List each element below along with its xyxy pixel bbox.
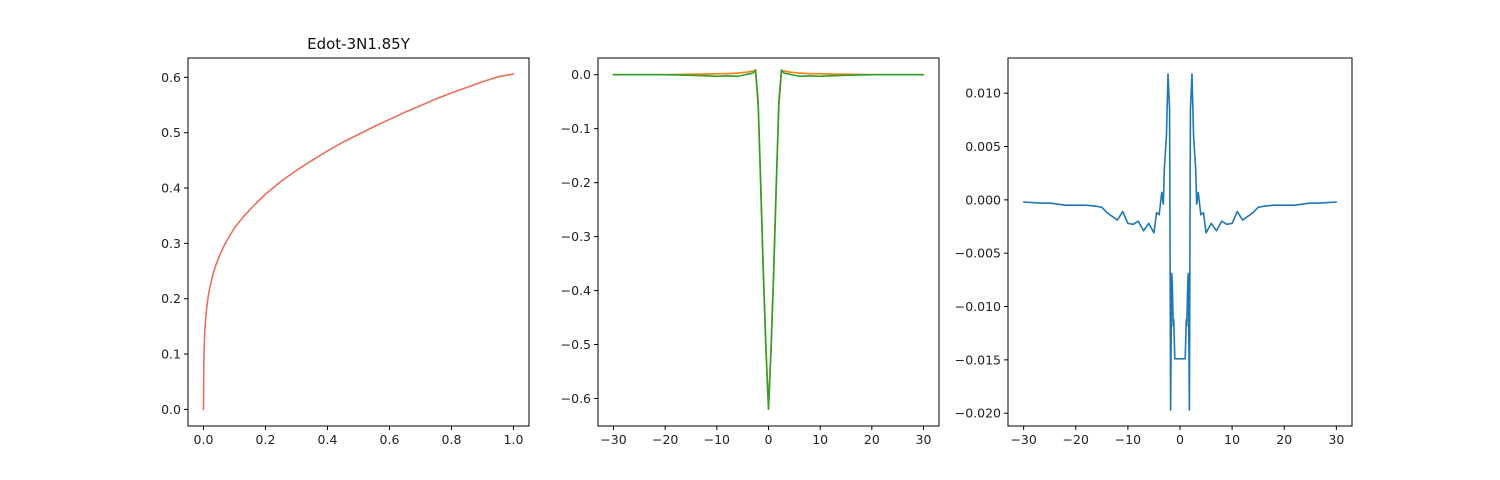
y-tick-label: 0.3 — [161, 236, 181, 251]
y-tick-label: −0.5 — [561, 337, 591, 352]
y-tick-label: 0.000 — [965, 192, 1001, 207]
x-tick-label: −30 — [600, 432, 626, 447]
x-tick-label: 30 — [1328, 432, 1344, 447]
x-tick-label: 30 — [916, 432, 932, 447]
x-tick-label: 10 — [812, 432, 828, 447]
x-tick-label: 0.2 — [256, 432, 276, 447]
x-tick-label: 0 — [1176, 432, 1184, 447]
series-line — [202, 73, 515, 411]
x-tick-label: 0 — [765, 432, 773, 447]
y-tick-label: −0.4 — [561, 283, 591, 298]
y-tick-label: 0.2 — [161, 291, 181, 306]
y-tick-label: 0.0 — [161, 402, 181, 417]
y-tick-label: 0.4 — [161, 181, 181, 196]
axes-frame — [597, 57, 940, 427]
y-tick-label: −0.2 — [561, 175, 591, 190]
series-line — [612, 70, 925, 411]
x-tick-label: −20 — [652, 432, 678, 447]
chart-title: Edot-3N1.85Y — [307, 35, 411, 53]
x-tick-label: −20 — [1063, 432, 1089, 447]
y-tick-label: 0.005 — [965, 139, 1001, 154]
plot-left: 0.0 0.2 0.4 0.6 0.8 1.0 0.0 0.1 0.2 0.3 0.4 0.5 0.6 E… — [161, 35, 530, 447]
y-tick-label: 0.5 — [161, 125, 181, 140]
plot-right: −30 −20 −10 0 10 20 30 0.010 0.005 0.000 −0.005 −0.… — [955, 57, 1353, 447]
x-tick-label: 10 — [1224, 432, 1240, 447]
y-tick-label: 0.010 — [965, 86, 1001, 101]
axes-frame — [187, 57, 530, 427]
y-tick-label: 0.1 — [161, 347, 181, 362]
y-tick-label: −0.015 — [955, 352, 1001, 367]
y-tick-label: −0.005 — [955, 246, 1001, 261]
x-tick-label: −10 — [1115, 432, 1141, 447]
x-tick-label: 20 — [1276, 432, 1292, 447]
x-tick-label: 0.8 — [442, 432, 462, 447]
y-tick-label: 0.0 — [571, 67, 591, 82]
x-tick-label: 0.0 — [194, 432, 214, 447]
axes-frame — [1007, 57, 1353, 427]
series-line — [1022, 73, 1338, 411]
x-tick-label: 1.0 — [504, 432, 524, 447]
x-tick-label: 0.4 — [318, 432, 338, 447]
y-tick-label: −0.6 — [561, 391, 591, 406]
x-tick-label: −10 — [704, 432, 730, 447]
y-tick-label: −0.1 — [561, 121, 591, 136]
y-tick-label: −0.020 — [955, 406, 1001, 421]
x-tick-label: 0.6 — [380, 432, 400, 447]
y-tick-label: −0.010 — [955, 299, 1001, 314]
y-tick-label: −0.3 — [561, 229, 591, 244]
series-line — [612, 69, 925, 411]
plot-middle: −30 −20 −10 0 10 20 30 0.0 −0.1 −0.2 −0.3 −0.4 −0.5 −… — [561, 57, 940, 447]
x-tick-label: −30 — [1010, 432, 1036, 447]
y-tick-label: 0.6 — [161, 70, 181, 85]
x-tick-label: 20 — [864, 432, 880, 447]
